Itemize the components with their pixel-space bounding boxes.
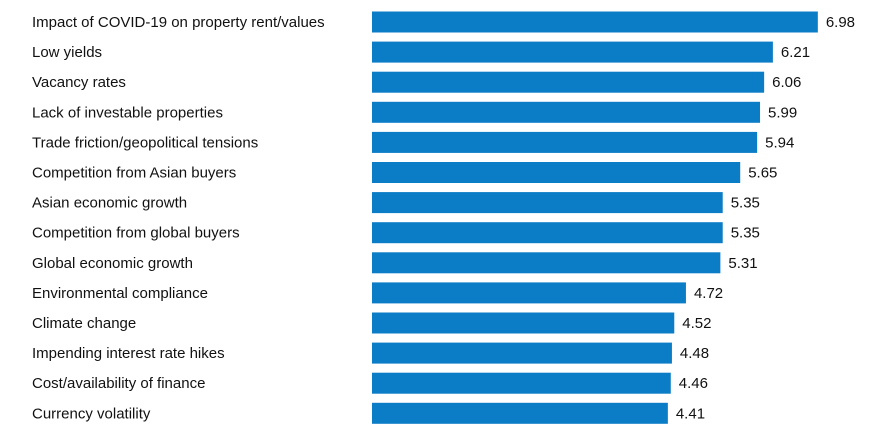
value-label: 4.41 [676, 405, 705, 422]
bar [372, 162, 741, 183]
category-label: Trade friction/geopolitical tensions [32, 134, 258, 151]
value-label: 4.48 [680, 345, 709, 362]
category-label: Impending interest rate hikes [32, 345, 225, 362]
bar [372, 372, 671, 394]
category-label: Currency volatility [32, 405, 151, 422]
value-label: 6.98 [826, 14, 855, 31]
value-label: 5.65 [748, 164, 777, 181]
value-label: 4.52 [682, 315, 711, 332]
bar [372, 192, 723, 214]
category-label: Global economic growth [32, 255, 193, 272]
bar [372, 222, 723, 244]
bar [372, 252, 721, 274]
category-label: Competition from global buyers [32, 225, 240, 242]
value-label: 5.35 [731, 225, 760, 242]
category-label: Environmental compliance [32, 285, 208, 302]
category-label: Asian economic growth [32, 195, 187, 212]
category-label: Cost/availability of finance [32, 375, 205, 392]
value-label: 5.35 [731, 195, 760, 212]
bar [372, 71, 765, 93]
value-label: 6.06 [772, 74, 801, 91]
value-label: 4.46 [679, 375, 708, 392]
category-label: Lack of investable properties [32, 104, 223, 121]
bar [372, 101, 761, 123]
bar [372, 312, 675, 334]
category-label: Low yields [32, 44, 102, 61]
category-label: Impact of COVID-19 on property rent/valu… [32, 14, 325, 31]
bar [372, 41, 773, 63]
value-label: 5.99 [768, 104, 797, 121]
bar [372, 282, 686, 304]
bar [372, 342, 672, 364]
bar [372, 11, 818, 33]
value-label: 5.94 [765, 134, 794, 151]
category-label: Vacancy rates [32, 74, 126, 91]
bar [372, 131, 758, 153]
bar [372, 402, 668, 424]
value-label: 5.31 [728, 255, 757, 272]
value-label: 6.21 [781, 44, 810, 61]
value-label: 4.72 [694, 285, 723, 302]
category-label: Competition from Asian buyers [32, 164, 236, 181]
category-label: Climate change [32, 315, 136, 332]
